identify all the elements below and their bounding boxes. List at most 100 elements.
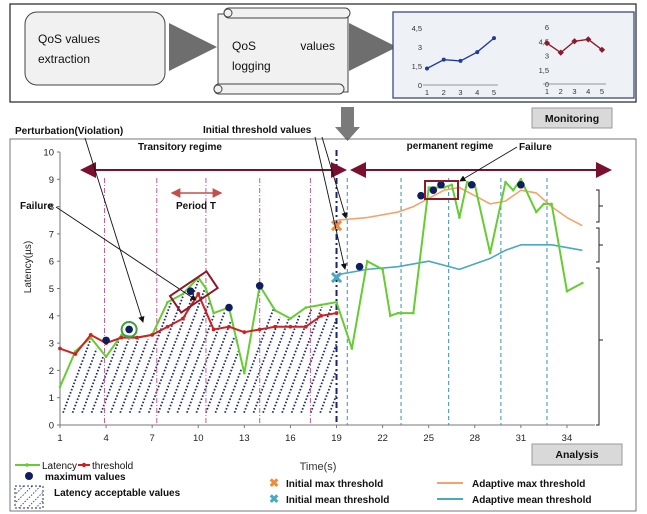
failure-left-label: Failure: [20, 201, 53, 212]
permanent-regime-label: permanent regime: [407, 141, 494, 152]
acceptable-hatch: [157, 289, 206, 414]
initial-threshold-label: Initial threshold values: [203, 125, 312, 136]
legend-acceptable: Latency acceptable values: [54, 488, 181, 499]
latency-point: [204, 287, 208, 290]
max-points: [102, 180, 525, 345]
acceptable-hatch: [71, 348, 98, 414]
brace-mean: [596, 227, 603, 263]
failure-left-arrow: [55, 206, 197, 301]
logging-label-2: values: [300, 39, 335, 53]
latency-point: [534, 210, 538, 214]
latency-point: [104, 355, 108, 359]
threshold-point: [211, 327, 216, 332]
mini-point: [425, 66, 429, 71]
perturbation-circle: [120, 320, 138, 338]
max-value-point: [355, 262, 364, 271]
mini-x-tick: 5: [600, 87, 604, 96]
y-tick-label: 8: [49, 202, 54, 213]
y-tick-label: 5: [49, 284, 54, 295]
mini-x-tick: 4: [475, 88, 479, 97]
latency-point: [235, 339, 238, 342]
mini-y-tick: 3: [418, 43, 422, 52]
latency-line: [59, 178, 583, 388]
acceptable-hatch: [224, 368, 243, 414]
mini-y-tick: 3: [545, 52, 549, 61]
latency-point: [427, 186, 430, 189]
latency-point: [120, 333, 123, 337]
max-value-point: [225, 303, 233, 312]
y-tick-label: 1: [49, 393, 54, 404]
monitoring-label-box: [531, 107, 613, 129]
x-tick-label: 22: [377, 433, 388, 444]
latency-point: [365, 259, 369, 263]
threshold-point: [73, 352, 78, 356]
legend-threshold-marker: [81, 462, 87, 468]
mini-x-tick: 2: [442, 88, 446, 97]
max-value-point: [186, 287, 195, 296]
latency-point: [581, 281, 584, 285]
latency-point: [565, 289, 569, 293]
legend-max-values: maximum values: [45, 472, 126, 483]
max-value-point: [429, 186, 438, 195]
x-tick-label: 28: [469, 433, 480, 444]
x-tick-label: 31: [516, 433, 527, 444]
analysis-label-box: [531, 443, 623, 466]
extraction-label-1: QoS values: [38, 32, 100, 46]
mini-y-tick: 6: [545, 23, 549, 32]
threshold-point: [257, 327, 262, 332]
x-tick-label: 7: [150, 433, 155, 444]
legend-threshold: threshold: [92, 461, 133, 472]
threshold-point: [288, 324, 293, 329]
acceptable-hatch: [252, 319, 290, 414]
threshold-point: [273, 324, 277, 329]
latency-point: [166, 300, 169, 304]
mini-y-tick: 0: [418, 81, 422, 90]
y-tick-label: 6: [49, 257, 54, 268]
initial-max-arrow: [321, 136, 348, 219]
latency-point: [243, 371, 246, 375]
latency-point: [465, 180, 469, 184]
mini-x-tick: 2: [559, 87, 563, 96]
latency-point: [350, 347, 354, 350]
mini-chart-2: 64,531,501 2 3 4 5: [539, 23, 606, 96]
legend-initial-mean: Initial mean threshold: [286, 495, 389, 506]
acceptable-hatch: [100, 338, 130, 414]
mini-point: [441, 57, 446, 62]
acceptable-hatch: [319, 370, 337, 414]
max-value-point: [255, 281, 264, 290]
legend-initial-max-marker: ✖: [269, 476, 279, 490]
x-tick-label: 1: [57, 433, 62, 444]
latency-point: [304, 306, 308, 309]
analysis-label: Analysis: [555, 449, 598, 461]
latency-point: [450, 183, 454, 187]
mini-chart-1: 4,5 3 1,5 01 2 3 4 5: [412, 24, 498, 97]
acceptable-hatch: [290, 304, 334, 414]
x-tick-label: 19: [331, 433, 342, 444]
latency-point: [412, 311, 415, 315]
threshold-point: [119, 335, 124, 340]
failure-box-right: [424, 180, 459, 200]
latency-point: [504, 180, 507, 184]
transitory-regime-label: Transitory regime: [138, 142, 222, 153]
mini-x-tick: 5: [492, 88, 496, 97]
chart-series: [58, 178, 584, 389]
y-tick-label: 10: [43, 148, 54, 159]
max-value-point: [437, 180, 445, 189]
failure-right-label: Failure: [519, 142, 552, 153]
logging-scroll: [213, 7, 351, 95]
threshold-point: [319, 313, 324, 318]
threshold-point: [242, 330, 247, 335]
threshold-point: [227, 324, 231, 329]
x-tick-label: 10: [193, 433, 204, 444]
failure-right-arrow: [459, 146, 518, 182]
brace-low: [596, 267, 603, 426]
mini-x-tick: 3: [458, 88, 462, 97]
y-tick-label: 0: [49, 421, 54, 432]
extraction-label-2: extraction: [38, 52, 90, 66]
legend-max-marker: [25, 472, 33, 480]
y-tick-label: 2: [49, 366, 54, 377]
logging-label-3: logging: [232, 59, 271, 73]
threshold-point: [88, 333, 93, 337]
